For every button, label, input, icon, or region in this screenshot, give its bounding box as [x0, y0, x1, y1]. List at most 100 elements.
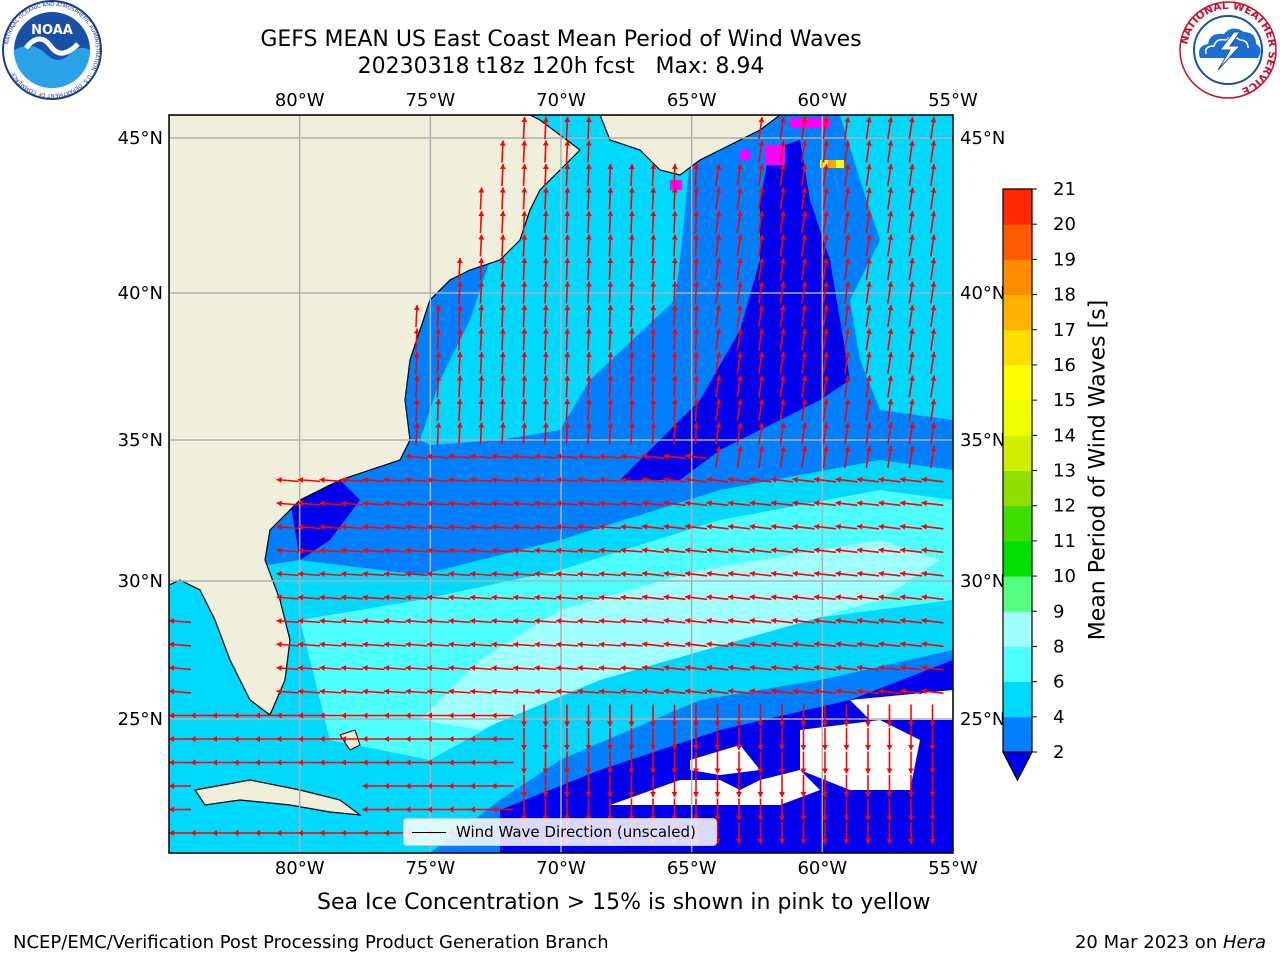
wave-direction-arrow [865, 211, 872, 233]
wave-direction-arrow [426, 547, 450, 554]
wave-direction-arrow [499, 281, 506, 304]
wave-direction-arrow [628, 351, 635, 375]
wave-direction-arrow [835, 617, 858, 624]
wave-direction-arrow [620, 571, 643, 578]
wave-direction-arrow [813, 688, 837, 695]
wave-direction-arrow [405, 806, 428, 813]
wave-direction-arrow [413, 375, 420, 398]
wave-direction-arrow [478, 187, 485, 210]
colorbar-tick-label: 17 [1053, 320, 1076, 341]
wave-direction-arrow [426, 500, 450, 507]
wave-direction-arrow [822, 187, 829, 210]
wave-direction-arrow [405, 783, 428, 789]
wave-direction-arrow [641, 500, 665, 507]
wave-direction-arrow [930, 305, 937, 327]
wave-direction-arrow [512, 665, 536, 672]
wave-direction-arrow [564, 257, 571, 281]
wave-direction-arrow [233, 830, 256, 836]
wave-direction-arrow [607, 304, 614, 328]
wave-direction-arrow [499, 187, 506, 210]
wave-direction-arrow [478, 351, 485, 375]
wave-direction-arrow [736, 352, 743, 374]
wave-direction-arrow [878, 523, 901, 530]
wave-direction-arrow [607, 751, 613, 774]
colorbar-tick-label: 21 [1053, 179, 1076, 200]
wave-direction-arrow [887, 446, 894, 468]
wave-direction-arrow [478, 234, 485, 257]
wave-direction-arrow [779, 704, 785, 727]
wave-direction-arrow [727, 500, 751, 507]
wave-direction-arrow [534, 524, 557, 531]
wave-direction-arrow [650, 775, 656, 797]
wave-direction-arrow [628, 163, 635, 187]
wave-direction-arrow [448, 594, 471, 601]
wave-direction-arrow [555, 453, 579, 460]
wave-direction-arrow [426, 571, 450, 578]
wave-direction-arrow [822, 751, 828, 774]
wave-direction-arrow [448, 759, 471, 766]
wave-direction-arrow [383, 665, 407, 672]
colorbar-under-extension [1002, 751, 1033, 782]
wave-direction-arrow [736, 704, 742, 727]
wave-direction-arrow [749, 617, 772, 624]
wave-direction-arrow [628, 257, 635, 281]
wave-direction-arrow [542, 422, 549, 445]
wave-direction-arrow [908, 775, 914, 797]
wave-direction-arrow [650, 398, 657, 422]
lon-tick-label-bottom: 80°W [275, 858, 325, 879]
wave-direction-arrow [878, 688, 901, 695]
wave-direction-arrow [822, 211, 829, 233]
wave-direction-arrow [499, 140, 506, 163]
map-frame [168, 114, 954, 854]
wave-direction-arrow [779, 422, 786, 445]
wave-direction-arrow [542, 704, 549, 727]
wave-direction-arrow [779, 305, 786, 327]
lon-tick-label-bottom: 55°W [928, 858, 978, 879]
wave-direction-arrow [715, 446, 722, 468]
wave-direction-arrow [469, 688, 493, 695]
wave-direction-arrow [736, 211, 743, 233]
lon-tick-label-bottom: 65°W [667, 858, 717, 879]
wave-direction-arrow [865, 399, 872, 421]
wave-direction-arrow [693, 375, 700, 398]
wave-direction-arrow [878, 500, 901, 507]
wave-direction-arrow [628, 751, 635, 774]
wave-direction-arrow [929, 798, 936, 821]
wave-direction-arrow [521, 375, 528, 398]
colorbar-label: Mean Period of Wind Waves [s] [1085, 299, 1111, 641]
wave-direction-arrow [448, 547, 471, 554]
wave-direction-arrow [887, 281, 894, 304]
wave-direction-arrow [801, 399, 808, 421]
lat-tick-label-left: 40°N [118, 283, 163, 304]
wave-direction-arrow [779, 822, 785, 844]
wave-direction-arrow [521, 257, 528, 281]
wave-direction-arrow [908, 140, 915, 163]
wave-direction-arrow [499, 351, 506, 375]
wave-direction-arrow [835, 476, 858, 483]
wave-direction-arrow [727, 664, 751, 671]
wave-direction-arrow [542, 116, 549, 140]
wave-direction-arrow [714, 775, 721, 797]
wave-direction-arrow [930, 281, 937, 304]
wave-direction-arrow [641, 688, 665, 695]
wave-direction-arrow [456, 328, 463, 351]
wave-direction-arrow [671, 751, 678, 774]
wave-direction-arrow [887, 164, 894, 186]
wave-direction-arrow [899, 641, 923, 648]
wave-direction-arrow [521, 234, 528, 257]
wave-direction-arrow [276, 524, 299, 531]
wave-direction-arrow [908, 352, 915, 374]
wave-direction-arrow [470, 712, 492, 719]
wave-direction-arrow [886, 775, 893, 797]
footer-date-text: 20 Mar 2023 on [1074, 932, 1223, 953]
wave-direction-arrow [715, 164, 722, 186]
lon-tick-label-bottom: 70°W [536, 858, 586, 879]
wave-direction-arrow [715, 375, 722, 398]
wave-direction-arrow [585, 187, 592, 210]
wave-direction-arrow [663, 641, 686, 648]
wave-direction-arrow [297, 477, 321, 484]
wave-direction-arrow [297, 641, 321, 648]
wave-direction-arrow [469, 477, 493, 484]
wave-direction-arrow [908, 399, 915, 421]
wave-direction-arrow [598, 547, 622, 554]
